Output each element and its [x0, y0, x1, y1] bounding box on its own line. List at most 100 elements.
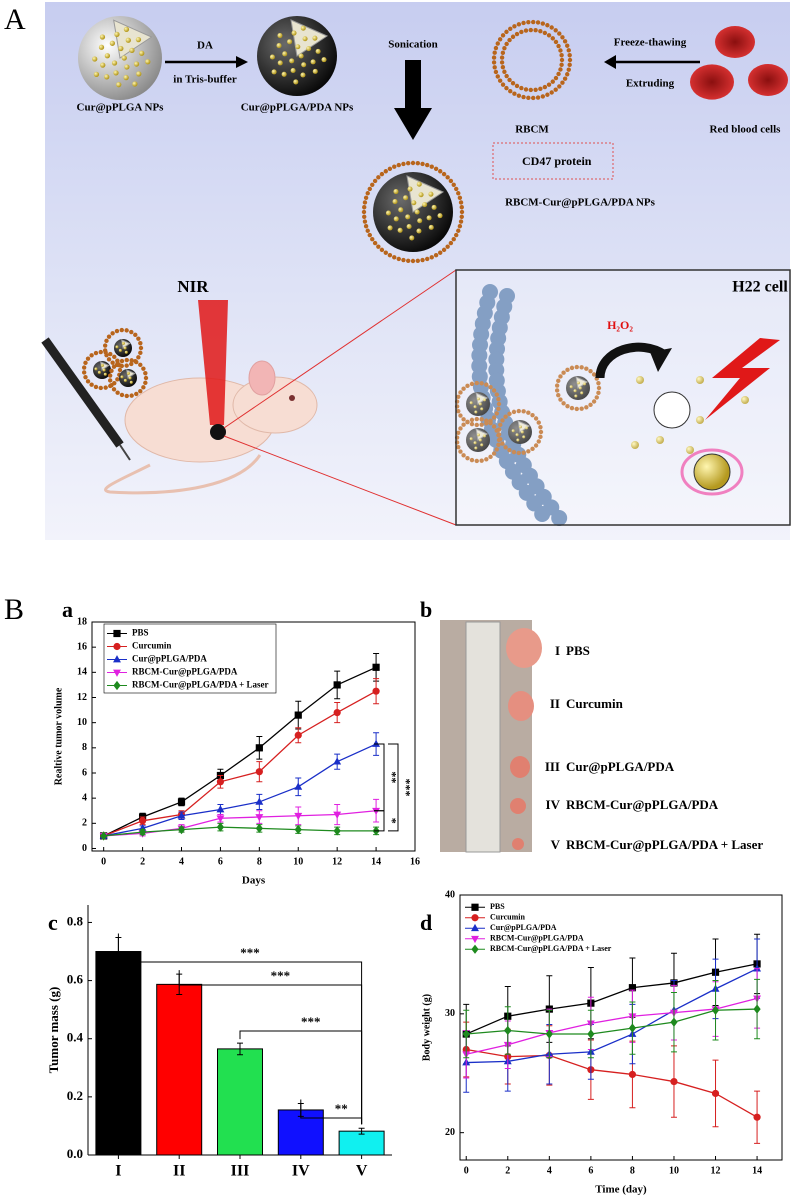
- x-axis-label: Days: [242, 875, 266, 887]
- drug-dot: [271, 69, 277, 75]
- point: [294, 711, 302, 719]
- lipid: [429, 255, 434, 260]
- lipid: [465, 383, 470, 389]
- legend-marker: [113, 629, 121, 638]
- lipid: [103, 385, 108, 390]
- lipid: [370, 182, 375, 187]
- lipid: [540, 94, 546, 99]
- drug-dot: [310, 59, 316, 65]
- drug-dot: [478, 402, 482, 406]
- lipid: [558, 67, 563, 72]
- group-numeral: IV: [546, 797, 561, 812]
- lipid: [558, 48, 563, 53]
- y-tick-label: 0.0: [67, 1146, 83, 1161]
- drug-dot: [473, 441, 477, 445]
- lipid: [496, 432, 502, 437]
- lipid: [561, 401, 566, 406]
- lipid: [429, 164, 434, 169]
- lipid: [81, 370, 87, 375]
- lipid: [474, 458, 479, 464]
- lipid: [367, 232, 372, 238]
- lipid: [502, 69, 507, 74]
- panel-label: a: [62, 597, 73, 622]
- drug-dot: [387, 225, 393, 231]
- point: [333, 681, 341, 689]
- lipid: [596, 390, 601, 396]
- significance-label: ***: [240, 945, 260, 960]
- lipid: [459, 214, 464, 220]
- red-blood-cell: [748, 64, 788, 96]
- lipid: [383, 250, 388, 255]
- arrow-head: [650, 348, 672, 372]
- drug-dot: [115, 345, 119, 349]
- drug-dot: [139, 50, 145, 56]
- gold-particle: [686, 446, 694, 454]
- drug-dot: [116, 82, 122, 88]
- significance-bracket: [388, 743, 399, 832]
- red-blood-cell: [715, 26, 755, 58]
- legend-marker: [113, 642, 121, 651]
- lipid: [549, 25, 554, 30]
- drug-dot: [132, 81, 138, 87]
- drug-dot: [123, 74, 129, 81]
- y-tick-label: 14: [77, 667, 87, 678]
- drug-dot: [290, 67, 296, 73]
- label: CD47 protein: [522, 154, 592, 168]
- point: [462, 1029, 470, 1039]
- lipid: [536, 420, 541, 425]
- lipid: [535, 95, 541, 100]
- panel-label: c: [48, 910, 58, 935]
- lipid: [508, 88, 513, 94]
- group-name: RBCM-Cur@pPLGA/PDA: [566, 797, 719, 812]
- lipid: [549, 90, 554, 95]
- lipid: [420, 161, 425, 167]
- series-line: [465, 963, 758, 1035]
- lipid: [143, 375, 149, 381]
- drug-dot: [522, 435, 526, 439]
- lipid: [461, 417, 466, 422]
- lipid: [553, 28, 558, 33]
- legend-label: RBCM-Cur@pPLGA/PDA: [490, 934, 584, 943]
- y-tick-label: 0.8: [67, 913, 84, 928]
- drug-dot: [113, 70, 119, 76]
- lipid: [457, 224, 463, 229]
- group-numeral: II: [550, 696, 560, 711]
- lipid: [491, 451, 497, 456]
- lipid: [93, 350, 99, 356]
- x-tick-label: 12: [332, 856, 342, 867]
- lipid: [451, 182, 456, 187]
- point: [177, 824, 186, 835]
- lipid: [93, 384, 99, 390]
- drug-dot: [392, 199, 398, 205]
- lipid: [579, 406, 584, 411]
- lipid: [569, 365, 575, 371]
- point: [216, 822, 225, 832]
- y-tick-label: 20: [445, 1127, 455, 1138]
- lipid: [425, 256, 430, 262]
- lipid: [85, 379, 91, 384]
- lipid: [81, 365, 87, 370]
- lipid: [111, 364, 117, 369]
- x-tick-label: 4: [179, 856, 184, 867]
- lipid: [474, 416, 479, 422]
- lipid: [107, 373, 113, 378]
- point: [294, 824, 302, 835]
- lipid: [535, 20, 541, 25]
- y-tick-label: 18: [77, 616, 87, 627]
- lipid: [566, 67, 571, 72]
- point: [753, 1113, 761, 1121]
- point: [333, 708, 341, 717]
- lipid: [405, 258, 411, 263]
- legend-marker: [113, 669, 121, 677]
- tumor: [210, 424, 226, 440]
- drug-dot: [582, 382, 586, 386]
- lipid: [574, 406, 579, 412]
- legend-label: PBS: [490, 902, 505, 911]
- tumor: [508, 691, 534, 721]
- lipid: [500, 33, 506, 38]
- y-tick-label: 16: [77, 641, 87, 652]
- lipid: [502, 46, 507, 51]
- drug-dot: [277, 60, 283, 66]
- lipid: [567, 57, 573, 63]
- lipid: [115, 361, 120, 366]
